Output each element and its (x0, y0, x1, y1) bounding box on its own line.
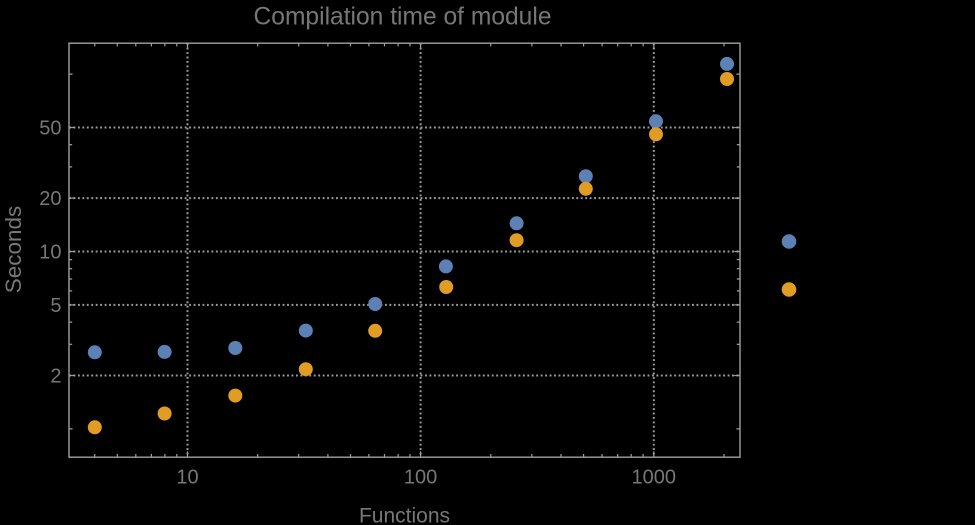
svg-text:2: 2 (50, 365, 61, 387)
svg-text:Functions: Functions (359, 505, 450, 525)
svg-text:5: 5 (50, 295, 61, 317)
svg-text:Seconds: Seconds (1, 206, 26, 294)
svg-text:10: 10 (176, 467, 198, 489)
svg-text:50: 50 (39, 117, 61, 139)
svg-text:1000: 1000 (632, 467, 677, 489)
svg-text:20: 20 (39, 188, 61, 210)
svg-text:100: 100 (404, 467, 437, 489)
svg-text:10: 10 (39, 241, 61, 263)
svg-text:Compilation time of module: Compilation time of module (254, 4, 552, 31)
